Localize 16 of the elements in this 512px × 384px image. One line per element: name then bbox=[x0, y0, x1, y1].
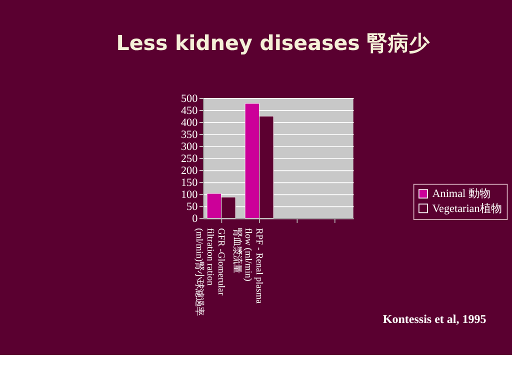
y-tick-label: 200 bbox=[180, 165, 198, 178]
y-tick-label: 150 bbox=[180, 177, 198, 190]
y-tick-label: 50 bbox=[186, 201, 198, 214]
y-tick-label: 300 bbox=[180, 141, 198, 154]
legend-label: Animal 動物 bbox=[432, 188, 490, 200]
y-tick-label: 350 bbox=[180, 129, 198, 142]
y-tick-label: 500 bbox=[180, 93, 198, 106]
y-tick-label: 450 bbox=[180, 105, 198, 118]
x-tick-label: GFR -Glomerular filtration ration (ml/min)腎小球濾過率 bbox=[193, 228, 226, 316]
y-tick-label: 0 bbox=[192, 213, 198, 226]
chart-title: Less kidney diseases 腎病少 bbox=[116, 31, 432, 56]
legend-label: Vegetarian植物 bbox=[432, 202, 502, 215]
y-tick-label: 100 bbox=[180, 189, 198, 202]
y-tick-label: 250 bbox=[180, 153, 198, 166]
y-tick-label: 400 bbox=[180, 117, 198, 130]
text: Kontessis et al, 1995 bbox=[382, 312, 486, 326]
